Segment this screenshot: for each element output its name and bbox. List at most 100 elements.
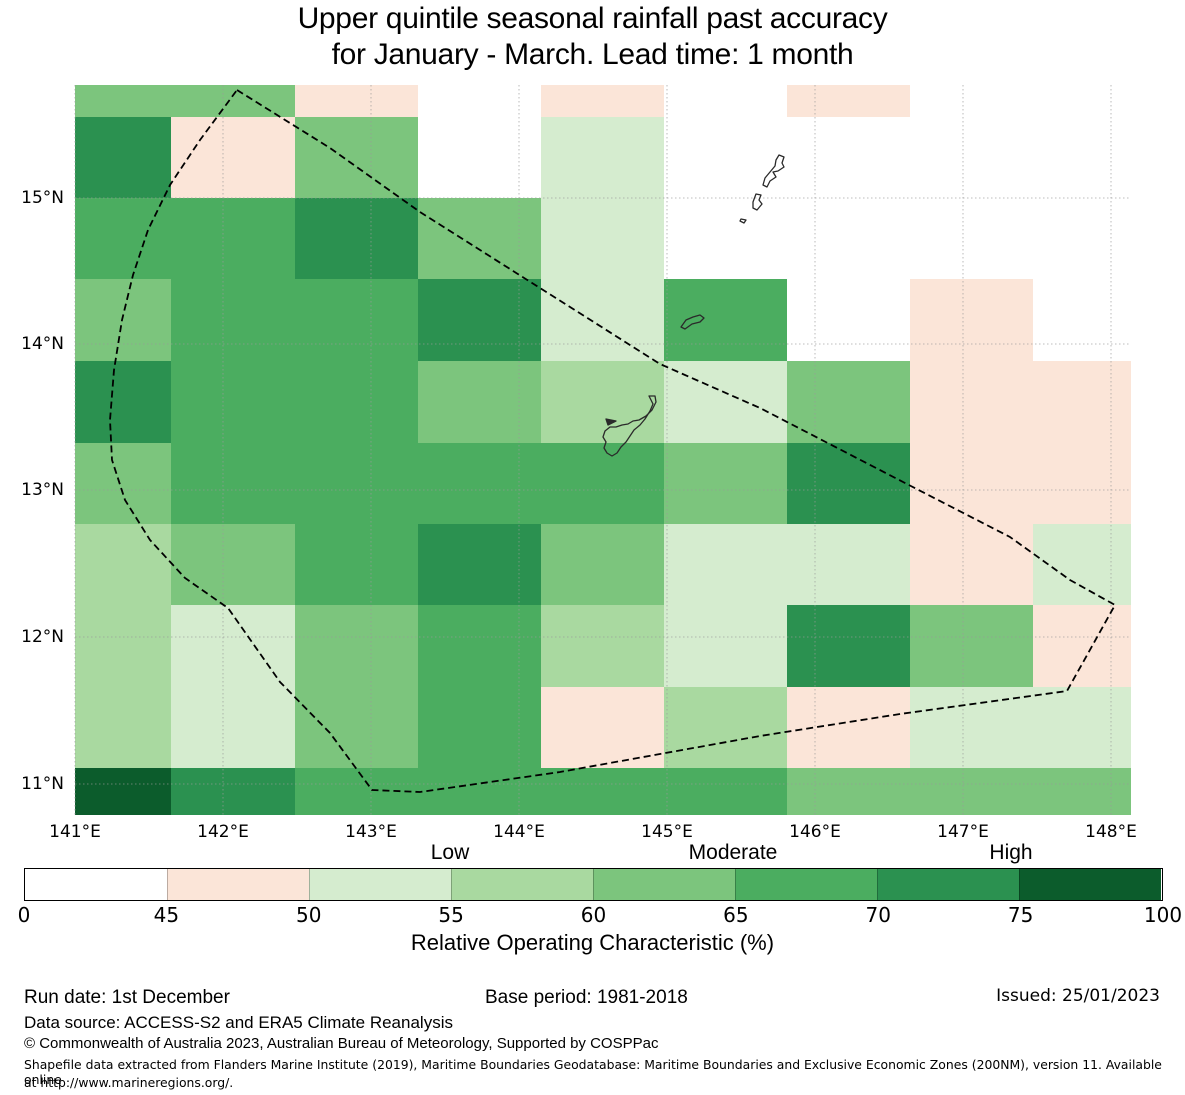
heatmap-cell bbox=[787, 443, 910, 524]
heatmap-cell bbox=[541, 85, 664, 117]
colorbar bbox=[24, 868, 1163, 901]
heatmap-cell bbox=[910, 361, 1033, 443]
heatmap-cell bbox=[75, 443, 171, 524]
base-period-text: Base period: 1981-2018 bbox=[485, 987, 688, 1008]
colorbar-segment bbox=[167, 869, 311, 900]
colorbar-tick-label: 60 bbox=[580, 903, 607, 927]
heatmap-cell bbox=[787, 524, 910, 605]
colorbar-tick-label: 75 bbox=[1007, 903, 1034, 927]
colorbar-tick-label: 100 bbox=[1143, 903, 1183, 927]
heatmap-cell bbox=[75, 361, 171, 443]
heatmap-cell bbox=[1033, 687, 1131, 768]
heatmap-cell bbox=[295, 443, 418, 524]
x-tick-label: 141°E bbox=[49, 822, 101, 842]
x-tick-label: 146°E bbox=[789, 822, 841, 842]
colorbar-segment bbox=[877, 869, 1021, 900]
heatmap-cell bbox=[1033, 198, 1131, 279]
x-tick-label: 142°E bbox=[197, 822, 249, 842]
heatmap-cell bbox=[295, 117, 418, 198]
heatmap-cell bbox=[295, 605, 418, 687]
heatmap-cell bbox=[787, 117, 910, 198]
heatmap-cell bbox=[1033, 361, 1131, 443]
heatmap-cell bbox=[910, 687, 1033, 768]
colorbar-category-label: Low bbox=[430, 841, 470, 864]
heatmap-cell bbox=[295, 524, 418, 605]
heatmap-cell bbox=[787, 605, 910, 687]
x-tick-label: 143°E bbox=[345, 822, 397, 842]
heatmap-cell bbox=[787, 198, 910, 279]
heatmap-cell bbox=[75, 605, 171, 687]
heatmap-cell bbox=[910, 117, 1033, 198]
heatmap-cell bbox=[664, 524, 787, 605]
heatmap-cell bbox=[295, 687, 418, 768]
heatmap-cell bbox=[787, 85, 910, 117]
heatmap-cell bbox=[1033, 85, 1131, 117]
heatmap-cell bbox=[75, 687, 171, 768]
heatmap-cell bbox=[664, 117, 787, 198]
shapefile-note-line2: at http://www.marineregions.org/. bbox=[24, 1075, 234, 1090]
y-tick-label: 12°N bbox=[21, 627, 64, 647]
heatmap-cell bbox=[1033, 117, 1131, 198]
colorbar-axis-label: Relative Operating Characteristic (%) bbox=[410, 930, 775, 955]
heatmap-cell bbox=[1033, 443, 1131, 524]
heatmap-cell bbox=[1033, 768, 1131, 815]
x-tick-label: 145°E bbox=[641, 822, 693, 842]
colorbar-tick-label: 50 bbox=[296, 903, 322, 927]
heatmap-cell bbox=[664, 85, 787, 117]
heatmap-cell bbox=[541, 768, 664, 815]
heatmap-cell bbox=[541, 605, 664, 687]
heatmap-cell bbox=[541, 443, 664, 524]
colorbar-category-label: High bbox=[989, 841, 1033, 864]
x-tick-label: 144°E bbox=[493, 822, 545, 842]
heatmap-cell bbox=[295, 198, 418, 279]
heatmap-cell bbox=[418, 524, 541, 605]
y-tick-label: 13°N bbox=[21, 480, 64, 500]
data-source-text: Data source: ACCESS-S2 and ERA5 Climate … bbox=[24, 1013, 453, 1032]
heatmap-cell bbox=[664, 361, 787, 443]
heatmap-cell bbox=[75, 768, 171, 815]
colorbar-segment bbox=[25, 869, 169, 900]
heatmap-cell bbox=[910, 279, 1033, 361]
heatmap-cell bbox=[541, 198, 664, 279]
heatmap-cell bbox=[171, 687, 295, 768]
heatmap-cell bbox=[171, 279, 295, 361]
heatmap-cell bbox=[418, 443, 541, 524]
heatmap-cell bbox=[1033, 605, 1131, 687]
x-tick-label: 148°E bbox=[1085, 822, 1137, 842]
heatmap-cell bbox=[787, 361, 910, 443]
colorbar-segment bbox=[1019, 869, 1162, 900]
heatmap-cell bbox=[664, 443, 787, 524]
heatmap-cell bbox=[171, 85, 295, 117]
colorbar-segment bbox=[593, 869, 737, 900]
chart-title-line1: Upper quintile seasonal rainfall past ac… bbox=[297, 2, 888, 35]
heatmap-cell bbox=[75, 524, 171, 605]
heatmap-cell bbox=[171, 198, 295, 279]
heatmap-cell bbox=[295, 768, 418, 815]
heatmap-cell bbox=[910, 605, 1033, 687]
heatmap-cell bbox=[171, 768, 295, 815]
colorbar-tick-label: 0 bbox=[17, 903, 31, 927]
heatmap-cell bbox=[664, 687, 787, 768]
heatmap-cell bbox=[541, 117, 664, 198]
colorbar-category-label: Moderate bbox=[688, 841, 778, 864]
heatmap-cell bbox=[75, 279, 171, 361]
heatmap-cell bbox=[418, 768, 541, 815]
heatmap-cell bbox=[171, 524, 295, 605]
heatmap-cell bbox=[787, 279, 910, 361]
heatmap-cell bbox=[75, 85, 171, 117]
y-tick-label: 11°N bbox=[21, 774, 64, 794]
heatmap-cell bbox=[418, 117, 541, 198]
heatmap-cell bbox=[418, 605, 541, 687]
heatmap-cell bbox=[295, 85, 418, 117]
x-tick-label: 147°E bbox=[937, 822, 989, 842]
heatmap-cell bbox=[541, 687, 664, 768]
colorbar-segment bbox=[735, 869, 879, 900]
heatmap-cell bbox=[910, 85, 1033, 117]
heatmap-cell bbox=[664, 768, 787, 815]
heatmap-cell bbox=[910, 524, 1033, 605]
heatmap-cell bbox=[910, 198, 1033, 279]
heatmap-cell bbox=[418, 687, 541, 768]
heatmap-cell bbox=[171, 443, 295, 524]
heatmap-cell bbox=[664, 198, 787, 279]
y-tick-label: 14°N bbox=[21, 334, 64, 354]
